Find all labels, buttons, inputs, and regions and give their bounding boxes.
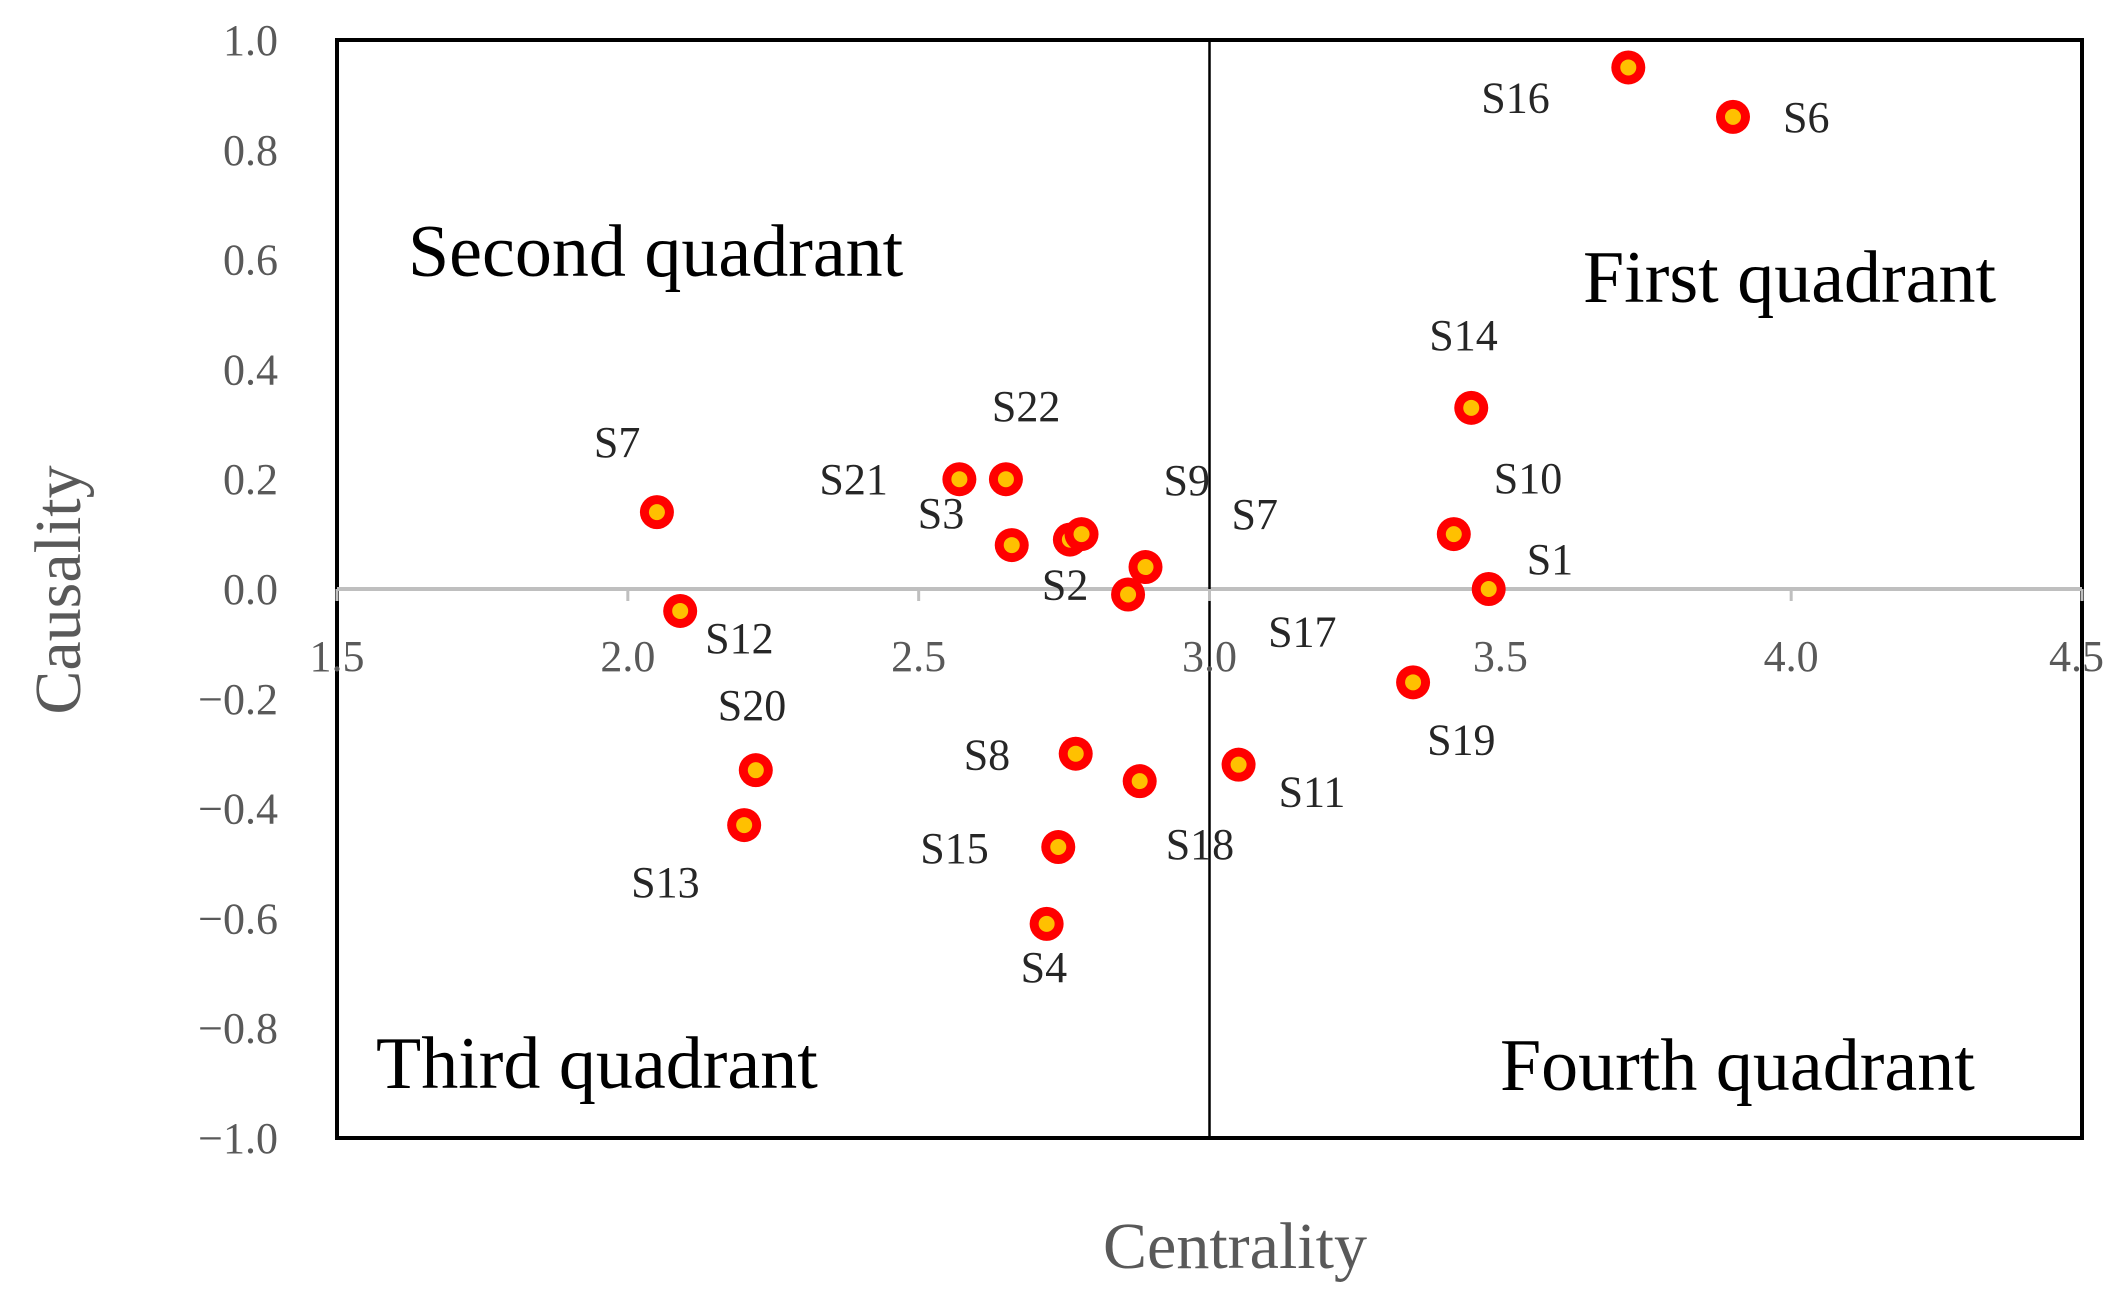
point-labels: S16 S6 S14 S10 S1 S19 S11 S7 S12 S20 S13 S21 S22 S3 S2…	[594, 73, 1830, 991]
data-point-marker-center	[672, 602, 689, 619]
data-point-marker-center	[1131, 773, 1148, 790]
x-tick-label: 3.5	[1473, 632, 1528, 681]
x-axis-title: Centrality	[1103, 1210, 1367, 1283]
point-label-s7: S7	[594, 418, 640, 467]
y-tick-label: 0.2	[223, 455, 278, 504]
data-point-s20	[738, 753, 773, 788]
data-point-marker-center	[1067, 745, 1084, 762]
point-label-s22: S22	[992, 382, 1060, 431]
data-point-s7	[1064, 517, 1099, 552]
data-point-marker-center	[1480, 581, 1497, 597]
data-point-marker-center	[997, 471, 1014, 488]
point-label-s17: S17	[1268, 607, 1336, 656]
point-label-s19: S19	[1427, 715, 1495, 764]
quadrant-label-third: Third quadrant	[376, 1023, 818, 1105]
data-point-marker-center	[1620, 59, 1637, 76]
point-label-s11: S11	[1279, 768, 1346, 817]
data-point-marker-center	[1137, 559, 1154, 576]
data-point-s7	[639, 495, 674, 530]
data-point-marker-center	[1073, 526, 1090, 543]
data-point-s1	[1471, 572, 1506, 606]
data-point-s15	[1041, 830, 1076, 865]
y-tick-label: −0.6	[198, 894, 278, 943]
data-point-s22	[988, 462, 1023, 497]
point-label-s18: S18	[1166, 820, 1234, 869]
point-label-s8: S8	[964, 731, 1010, 780]
point-label-s2: S2	[1042, 561, 1088, 610]
data-point-marker-center	[648, 504, 665, 521]
point-label-s20: S20	[718, 681, 786, 730]
data-point-marker-center	[736, 817, 753, 834]
x-tick-label: 4.0	[1764, 632, 1819, 681]
point-label-s14: S14	[1429, 311, 1497, 360]
x-tick-label: 4.5	[2049, 632, 2104, 681]
data-point-s18	[1122, 764, 1157, 799]
point-label-s16: S16	[1481, 73, 1549, 122]
point-label-s9: S9	[1164, 456, 1210, 505]
point-label-s21: S21	[819, 455, 887, 504]
data-point-s17	[1111, 577, 1146, 612]
x-tick-label: 2.5	[891, 632, 946, 681]
y-tick-label: −0.4	[198, 785, 278, 834]
data-point-marker-center	[1230, 756, 1247, 773]
data-point-marker-center	[1445, 526, 1462, 543]
y-tick-label: 0.8	[223, 126, 278, 175]
data-point-s9	[1128, 550, 1163, 585]
y-axis-title: Causality	[22, 465, 95, 714]
data-point-marker-center	[1050, 839, 1067, 856]
data-point-s3	[994, 528, 1029, 563]
quadrant-label-fourth: Fourth quadrant	[1500, 1025, 1975, 1107]
y-tick-label: 1.0	[223, 16, 278, 65]
data-point-s10	[1436, 517, 1471, 552]
point-label-s3: S3	[918, 489, 964, 538]
data-point-s16	[1611, 50, 1646, 85]
point-label-s10: S10	[1494, 454, 1562, 503]
data-point-marker-center	[951, 471, 968, 488]
data-point-s12	[663, 593, 698, 628]
data-point-marker-center	[1038, 915, 1055, 932]
data-point-s8	[1058, 736, 1093, 771]
data-point-marker-center	[747, 762, 764, 779]
quadrant-label-second: Second quadrant	[408, 211, 904, 293]
data-point-marker-center	[1003, 537, 1020, 554]
y-tick-labels: 1.0 0.8 0.6 0.4 0.2 0.0 −0.2 −0.4 −0.6 −0.8 −1.0	[198, 16, 278, 1163]
data-point-s13	[727, 808, 762, 843]
point-label-s7: S7	[1232, 490, 1278, 539]
point-label-s1: S1	[1527, 535, 1573, 584]
data-point-s19	[1396, 665, 1431, 700]
y-tick-label: 0.4	[223, 345, 278, 394]
point-label-s4: S4	[1021, 943, 1067, 992]
x-tick-label: 1.5	[310, 632, 365, 681]
data-point-s11	[1221, 747, 1256, 782]
y-tick-label: 0.6	[223, 236, 278, 285]
data-point-s6	[1716, 99, 1750, 134]
data-point-s21	[942, 462, 977, 497]
y-tick-label: −1.0	[198, 1114, 278, 1163]
data-point-marker-center	[1463, 399, 1480, 416]
y-tick-label: −0.8	[198, 1004, 278, 1053]
point-label-s6: S6	[1783, 93, 1829, 142]
x-tick-labels: 1.5 2.0 2.5 3.0 3.5 4.0 4.5	[310, 632, 2105, 681]
x-tick-label: 2.0	[600, 632, 655, 681]
data-point-s14	[1454, 390, 1489, 425]
data-points	[639, 50, 1750, 941]
y-tick-label: −0.2	[198, 675, 278, 724]
point-label-s13: S13	[631, 858, 699, 907]
data-point-marker-center	[1725, 108, 1741, 125]
data-point-marker-center	[1405, 674, 1422, 691]
point-label-s15: S15	[920, 824, 988, 873]
x-tick-label: 3.0	[1182, 632, 1237, 681]
data-point-marker-center	[1120, 586, 1137, 603]
y-tick-label: 0.0	[223, 565, 278, 614]
point-label-s12: S12	[705, 614, 773, 663]
quadrant-label-first: First quadrant	[1583, 237, 1997, 319]
data-point-s4	[1029, 906, 1064, 941]
